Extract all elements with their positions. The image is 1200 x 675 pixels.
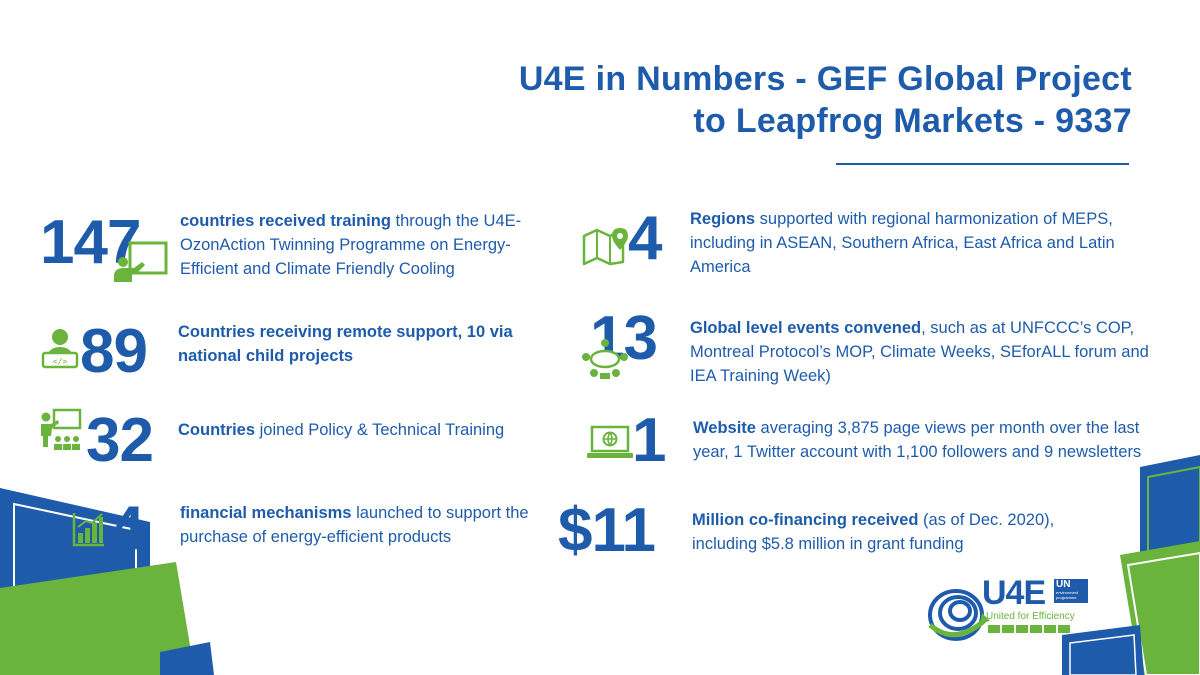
stat-desc-bold: Million co-financing received: [692, 511, 919, 529]
stat-number-1: 1: [632, 406, 666, 475]
title-line-2: to Leapfrog Markets - 9337: [693, 102, 1132, 140]
page-title: U4E in Numbers - GEF Global Project to L…: [372, 58, 1132, 142]
stat-desc-bold: Countries receiving remote support, 10 v…: [178, 323, 513, 365]
title-divider: [836, 163, 1129, 165]
logo-strip-icon: [1016, 625, 1028, 633]
logo-strip-icon: [1058, 625, 1070, 633]
presenter-screen-icon: [114, 241, 168, 282]
stat-desc-text: joined Policy & Technical Training: [255, 421, 505, 439]
logo-swirl-icon: [928, 589, 990, 641]
stat-desc-text: averaging 3,875 page views per month ove…: [693, 419, 1142, 461]
stat-number-4-financial: 4: [110, 494, 144, 563]
u4e-logo: U4E UN environment programme United for …: [926, 575, 1092, 645]
logo-icon-strip: [988, 625, 1070, 633]
logo-un-text: UN: [1056, 579, 1071, 590]
stat-desc-text: , such as at UNFCCC’s COP, Montreal Prot…: [690, 319, 1149, 385]
logo-un-sub: environment programme: [1056, 590, 1079, 600]
logo-strip-icon: [988, 625, 1000, 633]
logo-brand: U4E: [982, 574, 1046, 612]
laptop-globe-icon: [587, 425, 633, 458]
title-line-1: U4E in Numbers - GEF Global Project: [518, 60, 1132, 98]
person-laptop-icon: </>: [41, 329, 79, 369]
stat-desc-bold: financial mechanisms: [180, 504, 352, 522]
meeting-table-icon: [582, 339, 628, 379]
stat-desc-regions: Regions supported with regional harmoniz…: [690, 207, 1140, 279]
stat-desc-text: through the U4E-OzonAction Twinning Prog…: [180, 212, 522, 278]
map-pin-icon: [582, 228, 628, 266]
stat-desc-bold: Countries: [178, 421, 256, 439]
stat-number-89: 89: [80, 317, 148, 386]
stat-desc-text: (as of Dec. 2020), including $5.8 millio…: [692, 511, 1055, 553]
stat-number-32: 32: [86, 406, 154, 475]
logo-strip-icon: [1030, 625, 1042, 633]
decor-bottom-left: [0, 488, 214, 675]
stat-desc-countries-training: countries received training through the …: [180, 209, 548, 281]
stat-desc-text: launched to support the purchase of ener…: [180, 504, 529, 546]
logo-tagline: United for Efficiency: [986, 611, 1075, 622]
stat-desc-text: supported with regional harmonization of…: [690, 210, 1115, 276]
bar-chart-icon: [72, 513, 104, 547]
stat-desc-bold: Regions: [690, 210, 756, 228]
stat-desc-bold: Global level events convened: [690, 319, 922, 337]
svg-text:</>: </>: [53, 357, 68, 366]
stat-desc-financial: financial mechanisms launched to support…: [180, 501, 542, 549]
decor-bottom-right: [1062, 455, 1200, 675]
stat-desc-bold: Website: [693, 419, 756, 437]
stat-desc-bold: countries received training: [180, 212, 391, 230]
stat-number-4-regions: 4: [628, 204, 662, 273]
stat-desc-website: Website averaging 3,875 page views per m…: [693, 416, 1153, 464]
stat-desc-cofinancing: Million co-financing received (as of Dec…: [692, 508, 1112, 556]
stat-desc-remote-support: Countries receiving remote support, 10 v…: [178, 320, 538, 368]
stat-desc-events: Global level events convened, such as at…: [690, 316, 1160, 388]
logo-strip-icon: [1002, 625, 1014, 633]
logo-strip-icon: [1044, 625, 1056, 633]
logo-un-badge: UN environment programme: [1054, 579, 1088, 603]
stat-desc-policy-training: Countries joined Policy & Technical Trai…: [178, 418, 548, 442]
classroom-icon: [41, 408, 82, 450]
stat-number-11: $11: [558, 496, 656, 565]
